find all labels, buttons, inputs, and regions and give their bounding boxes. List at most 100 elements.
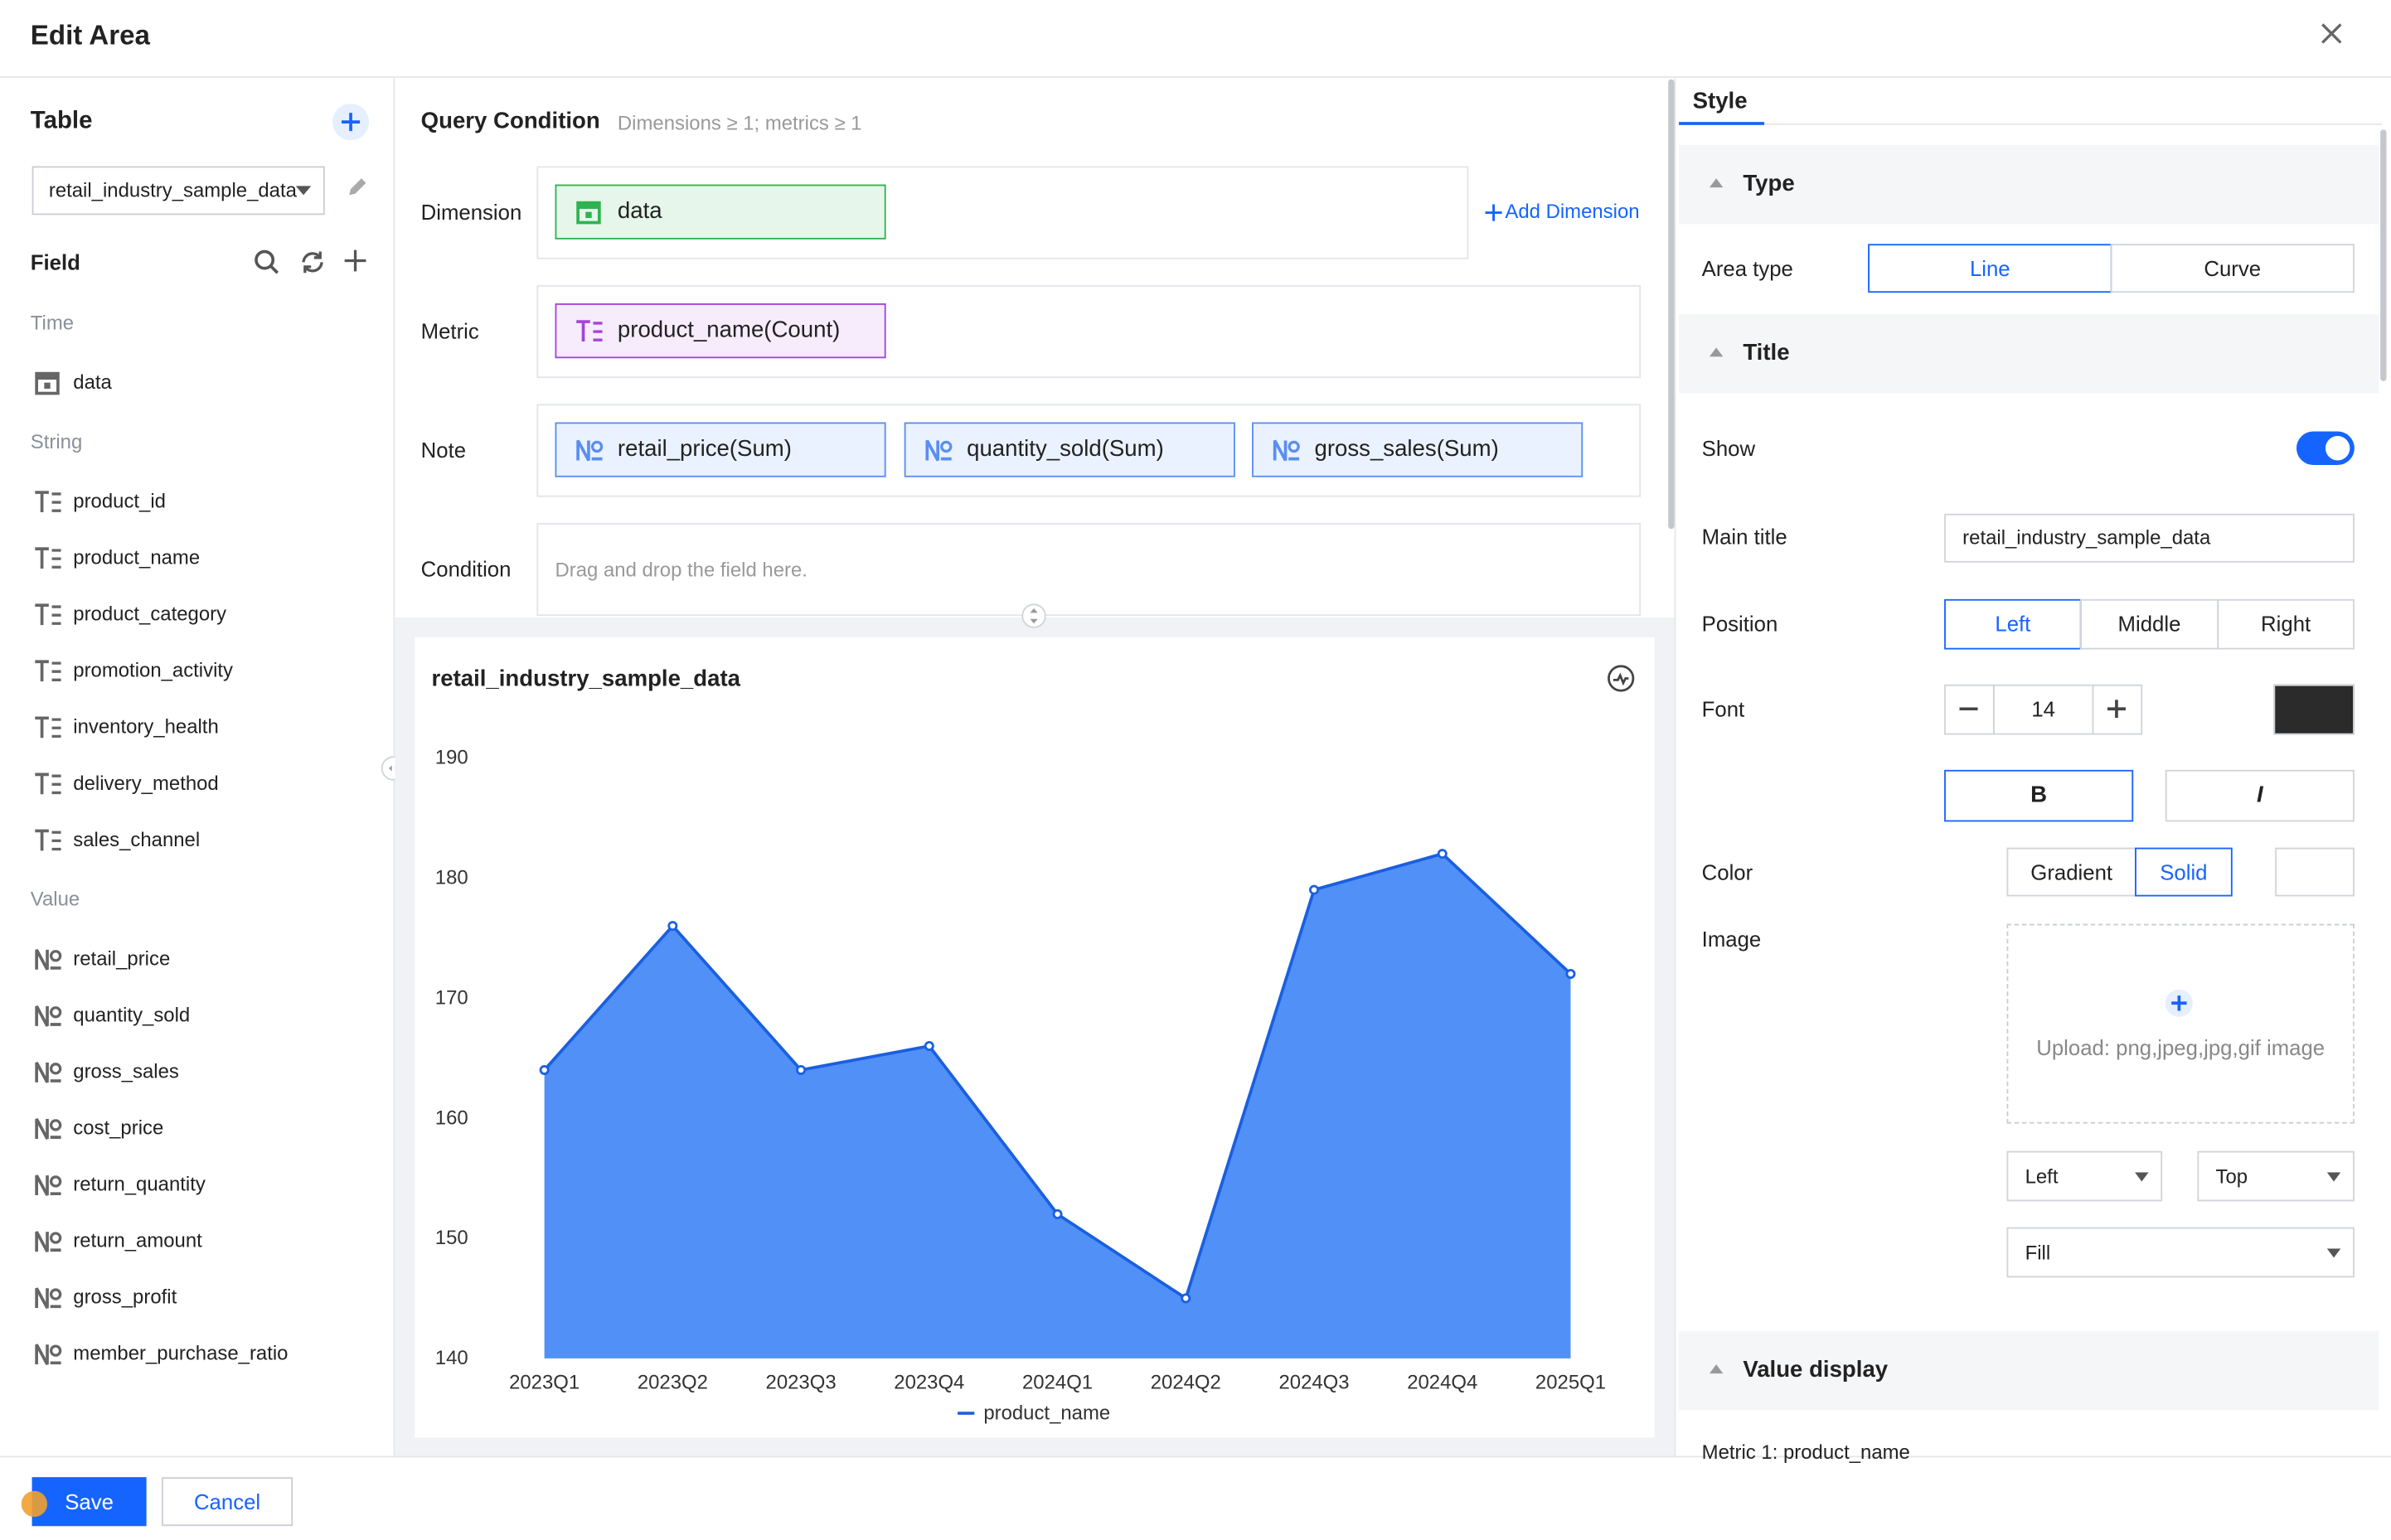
data-point [924, 1041, 934, 1051]
field-heading: Field [30, 249, 80, 275]
icon-part [2326, 1248, 2341, 1258]
table-select[interactable]: retail_industry_sample_data [32, 166, 325, 216]
icon-part [35, 603, 49, 626]
chip-icon [576, 201, 601, 225]
table-heading: Table [30, 108, 93, 134]
drop-zone [536, 404, 1642, 497]
icon-part [1608, 665, 1635, 692]
section-title[interactable]: Type [1743, 171, 1795, 197]
color-mode-button[interactable]: Solid [2135, 847, 2233, 897]
collapse-arrow[interactable] [1709, 178, 1724, 188]
collapse-arrow[interactable] [1709, 1364, 1724, 1374]
font-increase[interactable] [2092, 684, 2143, 735]
area-chart: retail_industry_sample_data 140 150 160 170 1… [432, 666, 1606, 1425]
icon-part [35, 1174, 49, 1196]
icon-part [35, 1287, 49, 1309]
add-field-button[interactable] [343, 249, 367, 273]
add-dimension-icon [1485, 204, 1502, 221]
icon-part [51, 549, 61, 569]
close-button[interactable] [2320, 22, 2344, 46]
color-mode-button[interactable]: Gradient [2006, 847, 2136, 897]
icon-part [1288, 440, 1300, 453]
icon-part [2321, 23, 2342, 44]
metric-chip[interactable]: product_name(Count) [555, 303, 886, 359]
icon-part [35, 772, 49, 795]
query-row-label: Metric [420, 318, 479, 343]
field-item[interactable]: gross_sales [73, 1059, 179, 1082]
icon-part [35, 1005, 49, 1027]
note-chip[interactable]: gross_sales(Sum) [1252, 422, 1583, 477]
plus-icon [2107, 700, 2126, 719]
note-chip[interactable]: retail_price(Sum) [555, 422, 886, 477]
field-item[interactable]: product_name [73, 545, 201, 569]
dropdown[interactable]: Top [2197, 1150, 2355, 1202]
field-icon [35, 547, 61, 569]
field-item[interactable]: quantity_sold [73, 1003, 191, 1026]
font-color-swatch[interactable] [2273, 684, 2355, 735]
y-tick-label: 150 [435, 1227, 468, 1249]
search-fields-button[interactable] [253, 249, 280, 276]
field-item[interactable]: sales_channel [73, 827, 201, 851]
field-item[interactable]: retail_price [73, 947, 171, 970]
field-item[interactable]: data [73, 370, 112, 394]
chip-icon [925, 439, 953, 462]
field-item[interactable]: gross_profit [73, 1285, 177, 1309]
main-title-input[interactable]: retail_industry_sample_data [1944, 513, 2355, 563]
form-label: Show [1701, 436, 1756, 461]
field-item[interactable]: inventory_health [73, 714, 219, 739]
icon-part [1709, 178, 1724, 188]
chart-settings-button[interactable] [1608, 665, 1635, 692]
icon-part [49, 1288, 62, 1300]
position-button[interactable]: Middle [2079, 598, 2219, 650]
style-tab[interactable]: Style [1692, 88, 1748, 114]
section-title[interactable]: Value display [1743, 1356, 1889, 1383]
icon-part [578, 202, 599, 209]
image-upload[interactable] [2006, 923, 2355, 1124]
option-button[interactable]: Curve [2110, 244, 2355, 293]
dropdown[interactable]: Left [2006, 1150, 2163, 1202]
edit-table-button[interactable] [347, 177, 368, 198]
field-item[interactable]: product_id [73, 489, 166, 513]
dropdown[interactable]: Fill [2006, 1227, 2355, 1278]
icon-part [35, 660, 49, 682]
refresh-fields-button[interactable] [299, 249, 327, 276]
field-item[interactable]: promotion_activity [73, 658, 234, 682]
field-item[interactable]: product_category [73, 602, 227, 626]
dimension-chip[interactable]: data [555, 184, 886, 240]
field-icon [35, 1005, 62, 1027]
field-item[interactable]: return_quantity [73, 1172, 206, 1196]
icon-part [49, 1063, 62, 1075]
section-title[interactable]: Title [1743, 340, 1790, 366]
split-handle[interactable] [1021, 603, 1046, 628]
field-icon [35, 1287, 62, 1309]
form-label: Font [1701, 696, 1745, 721]
x-tick-label: 2023Q2 [638, 1372, 708, 1394]
field-icon [35, 716, 61, 739]
bold-button[interactable]: B [1944, 769, 2134, 822]
icon-part [349, 178, 366, 196]
field-item[interactable]: delivery_method [73, 771, 219, 795]
save-button[interactable]: Save [32, 1477, 147, 1527]
upload-plus [2165, 989, 2193, 1017]
field-item[interactable]: cost_price [73, 1116, 164, 1139]
position-button[interactable]: Right [2217, 598, 2355, 650]
add-table-button[interactable] [332, 104, 370, 141]
collapse-arrow[interactable] [1709, 347, 1724, 357]
tab-divider [1764, 123, 2382, 125]
option-button[interactable]: Line [1868, 244, 2112, 293]
add-dimension-link[interactable]: Add Dimension [1505, 199, 1640, 223]
field-item[interactable]: member_purchase_ratio [73, 1341, 289, 1365]
cancel-button[interactable]: Cancel [161, 1477, 293, 1527]
field-item[interactable]: return_amount [73, 1228, 202, 1252]
y-tick-label: 170 [435, 986, 468, 1009]
note-chip[interactable]: quantity_sold(Sum) [904, 422, 1235, 477]
position-button[interactable]: Left [1944, 598, 2082, 650]
form-label: Area type [1701, 256, 1793, 281]
section-header [1679, 1330, 2379, 1411]
title-bg-swatch[interactable] [2275, 847, 2355, 897]
italic-button[interactable]: I [2165, 769, 2355, 822]
header-divider [0, 75, 2391, 78]
data-point [1052, 1208, 1063, 1219]
dropdown-arrow [2326, 1172, 2341, 1182]
font-size-input[interactable]: 14 [1992, 684, 2094, 735]
